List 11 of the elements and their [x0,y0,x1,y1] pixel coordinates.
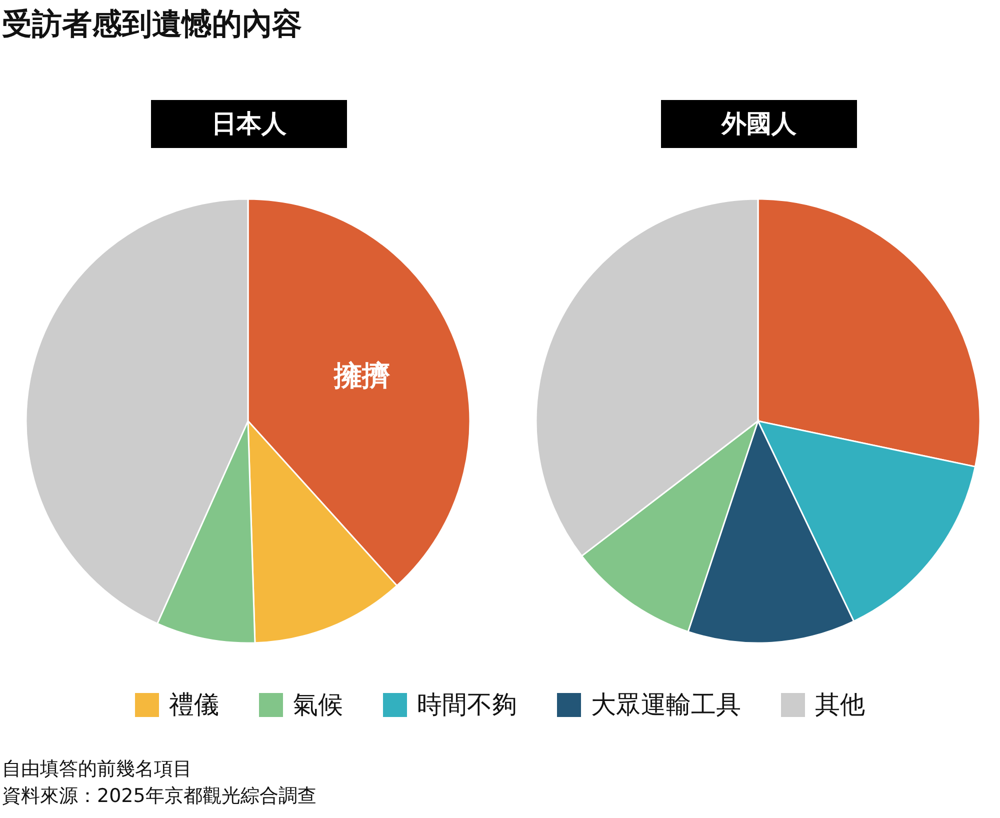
legend-label: 時間不夠 [417,689,517,721]
chart-title: 外國人 [720,109,798,138]
source-note: 資料來源：2025年京都觀光綜合調查 [2,784,316,809]
legend-label: 禮儀 [169,689,219,721]
legend-label: 其他 [815,689,865,721]
legend-label: 大眾運輸工具 [591,689,741,721]
chart-title: 日本人 [212,109,288,138]
text: 受訪者感到遺憾的內容 [2,6,302,44]
text: 擁擠 [332,359,391,392]
legend-label: 氣候 [293,689,343,721]
text: 自由填答的前幾名項目 [2,757,193,782]
